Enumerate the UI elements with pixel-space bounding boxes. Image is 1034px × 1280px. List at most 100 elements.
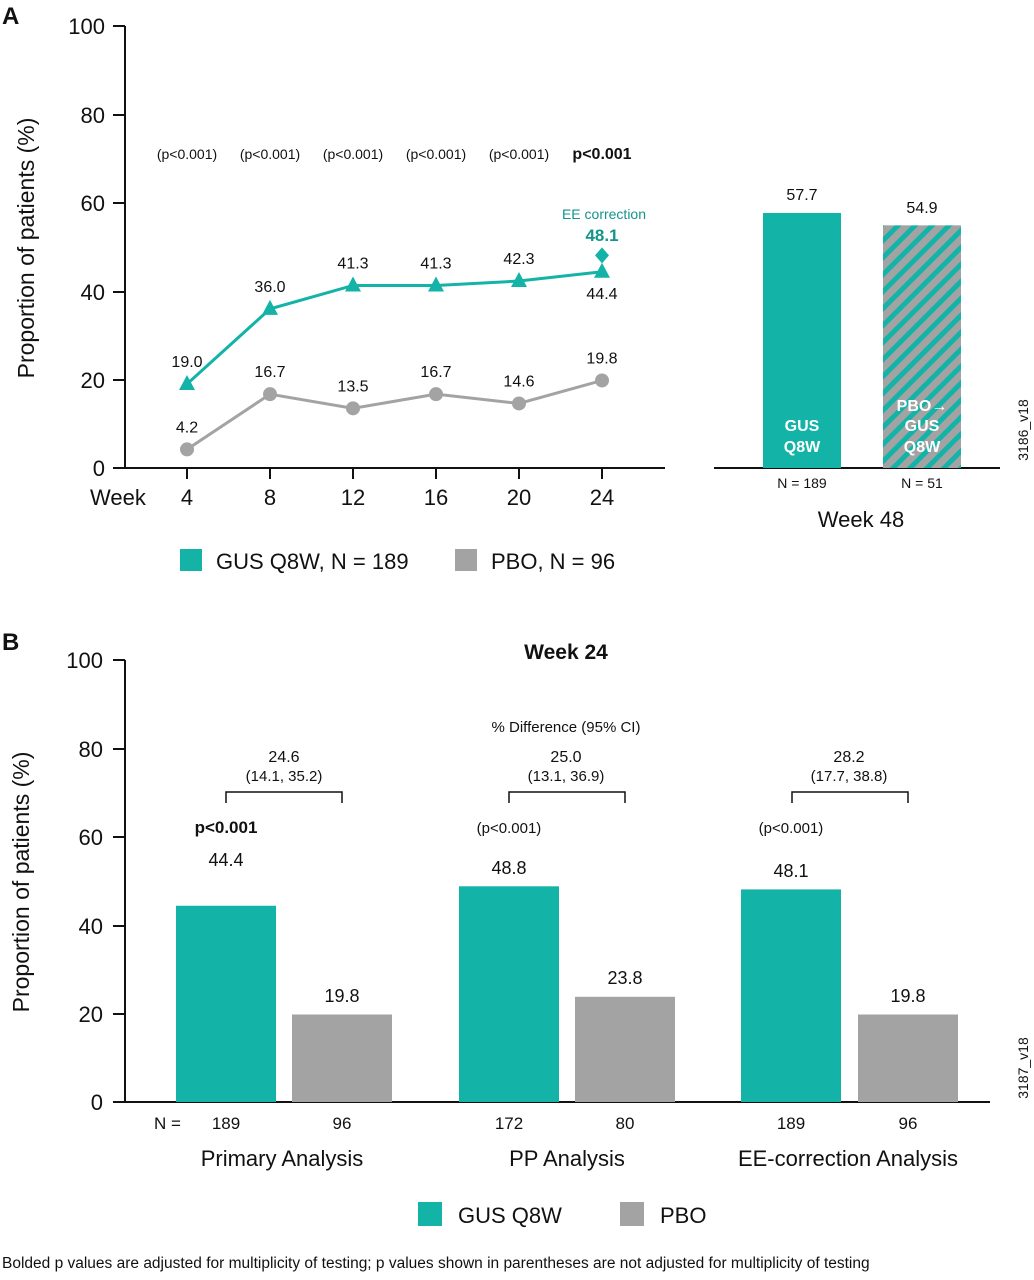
panel-b-y-tick-label: 20 <box>79 1002 103 1027</box>
panel-b-y-tick-label: 100 <box>66 648 103 673</box>
difference-value: 28.2 <box>833 749 864 766</box>
data-point <box>263 387 277 402</box>
panel-a-week48: 57.7 54.9 GUS Q8W PBO→ GUS Q8W N = 189 N… <box>714 187 1000 532</box>
group-p-value: p<0.001 <box>195 818 258 837</box>
panel-a-y-tick-label: 0 <box>93 456 105 481</box>
difference-ci: (14.1, 35.2) <box>246 768 323 785</box>
group-ee: 28.2 (17.7, 38.8) (p<0.001) 48.1 19.8 18… <box>738 749 958 1171</box>
group-label: EE-correction Analysis <box>738 1146 958 1171</box>
p-value-label: p<0.001 <box>572 146 631 163</box>
week48-bar-inner-label: Q8W <box>784 439 821 456</box>
week48-bar-value: 54.9 <box>906 200 937 217</box>
panel-b-y-axis-label: Proportion of patients (%) <box>8 752 34 1013</box>
group-primary: 24.6 (14.1, 35.2) p<0.001 44.4 19.8 189 … <box>195 749 364 1171</box>
bar-value-pbo: 19.8 <box>890 986 925 1006</box>
panel-b-y-tick-label: 60 <box>79 825 103 850</box>
panel-b-y-tick-label: 0 <box>91 1090 103 1115</box>
p-value-label: (p<0.001) <box>323 146 383 162</box>
bar-value-gus: 44.4 <box>208 850 243 870</box>
legend-label-gus: GUS Q8W, N = 189 <box>216 549 409 574</box>
legend-swatch-pbo <box>455 549 477 571</box>
panel-a-version-tag: 3186_v18 <box>1015 399 1031 461</box>
week48-bar-value: 57.7 <box>786 187 817 204</box>
panel-a-y-tick-label: 40 <box>81 280 105 305</box>
bar-gus <box>176 905 276 1102</box>
difference-bracket <box>791 791 909 803</box>
series-line <box>185 270 603 386</box>
panel-a-x-tick-label: 24 <box>590 485 614 510</box>
panel-a-x-axis: Week 4 8 12 16 20 24 <box>90 467 665 510</box>
panel-a-y-tick-label: 100 <box>68 14 105 39</box>
legend-label-pbo: PBO <box>660 1203 706 1228</box>
week48-bar-n: N = 51 <box>901 475 943 491</box>
panel-a-x-tick-label: 12 <box>341 485 365 510</box>
week48-bars <box>763 212 961 468</box>
panel-a-y-tick-label: 20 <box>81 368 105 393</box>
data-label: 36.0 <box>254 279 285 296</box>
legend-swatch-gus <box>180 549 202 571</box>
panel-a: A Proportion of patients (%) 0 20 40 60 … <box>2 3 1031 574</box>
panel-b-letter: B <box>2 629 19 656</box>
bar-pbo <box>858 1014 958 1102</box>
group-p-value: (p<0.001) <box>477 820 542 837</box>
n-pbo: 96 <box>899 1114 918 1133</box>
week48-bar-inner-label: GUS <box>785 418 820 435</box>
group-label: PP Analysis <box>509 1146 625 1171</box>
difference-header: % Difference (95% CI) <box>492 719 641 736</box>
bar-pbo <box>292 1014 392 1102</box>
n-gus: 189 <box>777 1114 805 1133</box>
panel-b: B Week 24 Proportion of patients (%) 0 2… <box>2 629 1031 1228</box>
legend-label-pbo: PBO, N = 96 <box>491 549 615 574</box>
n-pbo: 96 <box>333 1114 352 1133</box>
difference-bracket <box>508 791 626 803</box>
week48-bar-inner-label: Q8W <box>904 439 941 456</box>
data-label: 16.7 <box>254 364 285 381</box>
bar-gus <box>459 886 559 1102</box>
data-label: 19.0 <box>171 354 202 371</box>
n-gus: 189 <box>212 1114 240 1133</box>
week48-bar-pbo-gus <box>883 225 961 468</box>
bar-value-pbo: 23.8 <box>607 968 642 988</box>
data-point <box>428 276 444 292</box>
panel-a-x-tick-label: 20 <box>507 485 531 510</box>
ee-correction-value: 48.1 <box>585 226 618 245</box>
legend-swatch-gus <box>418 1202 442 1226</box>
week48-axis-label: Week 48 <box>818 507 904 532</box>
panel-b-y-tick-label: 40 <box>79 914 103 939</box>
data-label: 41.3 <box>420 255 451 272</box>
data-label: 42.3 <box>503 251 534 268</box>
data-label: 14.6 <box>503 373 534 390</box>
data-label: 16.7 <box>420 364 451 381</box>
difference-value: 24.6 <box>268 749 299 766</box>
group-label: Primary Analysis <box>201 1146 364 1171</box>
difference-bracket <box>225 791 343 803</box>
panel-a-line-marks: 19.0 36.0 41.3 41.3 42.3 44.4 4.2 16.7 13.5 16.7 1… <box>171 247 618 457</box>
data-point <box>180 442 194 457</box>
panel-b-bars <box>176 886 958 1102</box>
n-pbo: 80 <box>616 1114 635 1133</box>
data-point <box>594 262 610 278</box>
panel-a-y-axis-label: Proportion of patients (%) <box>13 118 39 379</box>
p-value-label: (p<0.001) <box>406 146 466 162</box>
panel-a-x-tick-label: 16 <box>424 485 448 510</box>
panel-b-y-tick-label: 80 <box>79 737 103 762</box>
data-label: 4.2 <box>176 419 198 436</box>
panel-a-x-tick-label: 4 <box>181 485 193 510</box>
bar-gus <box>741 889 841 1102</box>
bar-value-gus: 48.8 <box>491 858 526 878</box>
data-point <box>429 387 443 402</box>
data-label: 41.3 <box>337 255 368 272</box>
data-label: 19.8 <box>586 350 617 367</box>
panel-a-legend: GUS Q8W, N = 189 PBO, N = 96 <box>180 549 615 574</box>
bar-pbo <box>575 996 675 1102</box>
group-p-value: (p<0.001) <box>759 820 824 837</box>
data-point <box>345 276 361 292</box>
ee-correction-point <box>595 247 609 264</box>
n-prefix: N = <box>154 1114 181 1133</box>
data-label: 44.4 <box>586 286 617 303</box>
legend-label-gus: GUS Q8W <box>458 1203 562 1228</box>
footnote: Bolded p values are adjusted for multipl… <box>2 1255 870 1272</box>
week48-bar-gus <box>763 212 841 468</box>
legend-swatch-pbo <box>620 1202 644 1226</box>
